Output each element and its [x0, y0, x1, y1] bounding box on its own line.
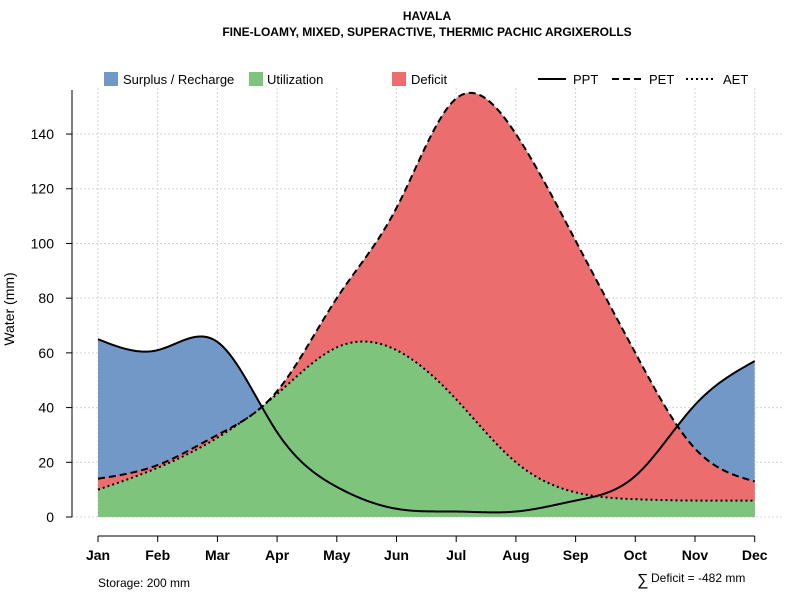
- legend-label-utilization: Utilization: [267, 72, 323, 87]
- x-tick-label: Dec: [742, 547, 768, 563]
- chart-subtitle: FINE-LOAMY, MIXED, SUPERACTIVE, THERMIC …: [222, 25, 631, 39]
- legend-label-pet: PET: [649, 72, 674, 87]
- legend-label-deficit: Deficit: [411, 72, 448, 87]
- y-tick-label: 80: [38, 290, 54, 306]
- chart-title: HAVALA: [403, 9, 452, 23]
- x-tick-label: Mar: [205, 547, 230, 563]
- y-tick-label: 140: [31, 126, 55, 142]
- area-utilization: [98, 341, 755, 517]
- legend: Surplus / Recharge Utilization Deficit P…: [104, 72, 748, 87]
- legend-label-ppt: PPT: [573, 72, 598, 87]
- sum-symbol: ∑: [637, 572, 648, 589]
- line-pet: [97, 91, 755, 483]
- legend-label-surplus: Surplus / Recharge: [123, 72, 234, 87]
- y-tick-label: 100: [31, 235, 55, 251]
- legend-swatch-surplus: [104, 72, 118, 86]
- line-ppt: [97, 335, 756, 514]
- axes: 0 20 40 60 80 100 120 140 Jan Feb Mar Apr May Jun Jul A…: [31, 90, 768, 563]
- legend-swatch-utilization: [249, 72, 263, 86]
- y-tick-label: 120: [31, 181, 55, 197]
- x-tick-label: Feb: [145, 547, 170, 563]
- x-tick-label: May: [323, 547, 350, 563]
- x-tick-label: Jul: [446, 547, 466, 563]
- x-tick-label: Jun: [384, 547, 409, 563]
- legend-label-aet: AET: [723, 72, 748, 87]
- storage-note: Storage: 200 mm: [98, 576, 190, 590]
- area-fills: [98, 92, 755, 517]
- deficit-total-note: Deficit = -482 mm: [651, 571, 745, 585]
- x-tick-label: Nov: [682, 547, 709, 563]
- x-tick-label: Apr: [265, 547, 290, 563]
- x-tick-label: Sep: [563, 547, 589, 563]
- y-tick-label: 60: [38, 345, 54, 361]
- y-tick-label: 20: [38, 454, 54, 470]
- x-tick-label: Jan: [86, 547, 110, 563]
- legend-swatch-deficit: [392, 72, 406, 86]
- y-axis-label: Water (mm): [1, 272, 17, 345]
- y-tick-label: 40: [38, 400, 54, 416]
- x-tick-label: Oct: [624, 547, 648, 563]
- x-tick-label: Aug: [502, 547, 529, 563]
- y-tick-label: 0: [46, 509, 54, 525]
- series-lines: [97, 91, 756, 514]
